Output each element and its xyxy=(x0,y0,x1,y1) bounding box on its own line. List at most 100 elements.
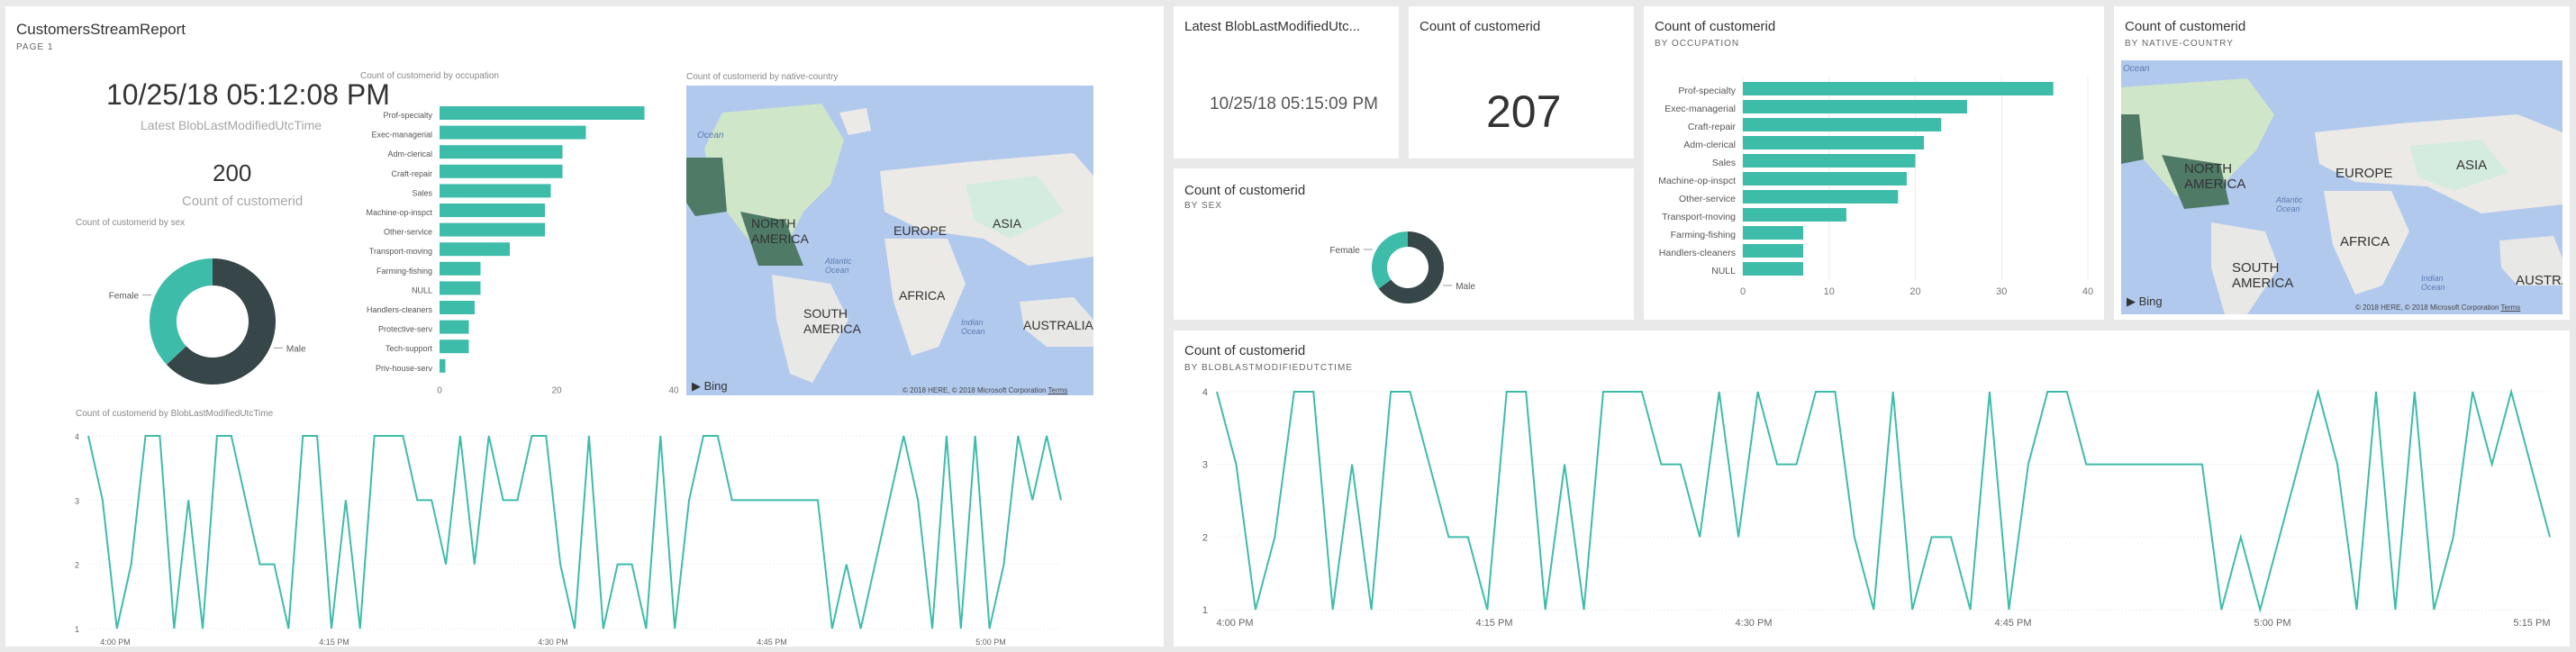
x-tick-label: 40 xyxy=(2082,286,2093,297)
bar xyxy=(440,184,551,198)
bar xyxy=(1743,226,1804,240)
tile-map-copyright: © 2018 HERE, © 2018 Microsoft Corporatio… xyxy=(2355,303,2520,312)
bar xyxy=(1743,154,1916,168)
bar xyxy=(440,261,481,276)
report-occupation-chart[interactable]: 0 20 40 Prof-specialty Exec-managerial Adm-cl… xyxy=(330,92,690,403)
country-tile-title: Count of customerid xyxy=(2125,19,2246,34)
country-tile[interactable]: Count of customerid BY NATIVE-COUNTRY Oc… xyxy=(2114,6,2570,320)
bar xyxy=(1743,172,1907,186)
tile-bing-icon: ▶ xyxy=(2127,294,2136,308)
tile-bing-label: Bing xyxy=(2138,294,2163,308)
timeline-tile-subtitle: BY BLOBLASTMODIFIEDUTCTIME xyxy=(1184,363,1353,373)
occupation-chart-title: Count of customerid by occupation xyxy=(360,71,499,81)
tile-map-land xyxy=(2121,78,2562,314)
timeline-tile-title: Count of customerid xyxy=(1184,343,1306,358)
occupation-tile[interactable]: Count of customerid BY OCCUPATION 0 10 20 3… xyxy=(1644,6,2104,320)
report-title: CustomersStreamReport xyxy=(16,21,186,38)
tile-map-north-america: NORTH AMERICA xyxy=(2184,161,2246,192)
category-label: Machine-op-inspct xyxy=(1658,176,1736,186)
x-tick-label: 4:15 PM xyxy=(319,638,349,646)
bar xyxy=(1743,100,1967,113)
category-label: Adm-clerical xyxy=(387,149,432,158)
map-australia: AUSTRALIA xyxy=(1023,318,1093,332)
category-label: NULL xyxy=(1711,266,1736,276)
x-tick-label: 4:00 PM xyxy=(100,638,131,646)
bar xyxy=(1743,208,1846,222)
bar xyxy=(440,145,563,159)
pie-slice xyxy=(166,258,276,385)
bar xyxy=(440,281,481,295)
bar xyxy=(440,301,475,314)
tile-sex-donut[interactable]: Male Female xyxy=(1309,222,1507,312)
category-label: Handlers-cleaners xyxy=(1659,248,1736,258)
x-tick-label: 40 xyxy=(668,385,679,395)
count-tile[interactable]: Count of customerid 207 xyxy=(1409,6,1634,158)
x-tick-label: 30 xyxy=(1996,286,2007,297)
latest-time-tile[interactable]: Latest BlobLastModifiedUtc... 10/25/18 0… xyxy=(1174,6,1399,158)
tile-map-asia: ASIA xyxy=(2456,158,2488,173)
x-tick-label: 20 xyxy=(1909,286,1920,297)
bar xyxy=(440,320,469,334)
bar xyxy=(440,164,563,178)
count-tile-value: 207 xyxy=(1486,86,1562,137)
bar xyxy=(1743,82,2054,95)
map-terms-link[interactable]: Terms xyxy=(1048,386,1068,394)
pie-slice xyxy=(1372,231,1409,289)
category-label: Machine-op-inspct xyxy=(366,208,432,217)
report-map[interactable]: Ocean NORTH AMERICA EUROPE ASIA AFRICA S… xyxy=(686,86,1093,395)
report-timeline-chart[interactable]: 1 2 3 4 4:00 PM 4:15 PM 4:30 PM 4:45 PM 5:00 PM xyxy=(68,421,1104,646)
category-label: Exec-managerial xyxy=(1664,104,1736,114)
tile-map-terms-link[interactable]: Terms xyxy=(2500,303,2521,312)
sex-tile[interactable]: Count of customerid BY SEX Male Female xyxy=(1174,168,1634,320)
tile-timeline-chart[interactable]: 1 2 3 4 4:00 PM 4:15 PM 4:30 PM 4:45 PM 5:00 PM 5… xyxy=(1183,376,2561,642)
sex-chart-title: Count of customerid by sex xyxy=(76,218,186,228)
bar xyxy=(1743,262,1804,276)
pie-slice xyxy=(150,258,213,365)
report-sex-donut[interactable]: Male Female xyxy=(95,242,330,395)
report-map-land xyxy=(686,104,1093,383)
category-label: Other-service xyxy=(384,228,432,237)
x-tick-label: 20 xyxy=(551,385,562,395)
timeline-tile[interactable]: Count of customerid BY BLOBLASTMODIFIEDU… xyxy=(1174,331,2570,647)
y-tick-label: 1 xyxy=(1202,605,1208,616)
y-tick-label: 3 xyxy=(75,496,79,505)
tile-occupation-chart[interactable]: 0 10 20 30 40 Prof-specialty Exec-managerial Cr… xyxy=(1644,69,2104,312)
x-tick-label: 4:30 PM xyxy=(1736,618,1773,629)
x-tick-label: 0 xyxy=(1740,286,1746,297)
map-north-america: NORTH AMERICA xyxy=(751,216,809,246)
sex-tile-title: Count of customerid xyxy=(1184,183,1306,198)
map-africa: AFRICA xyxy=(899,288,946,303)
bing-icon: ▶ xyxy=(692,379,701,393)
report-tile[interactable]: CustomersStreamReport PAGE 1 10/25/18 05… xyxy=(5,6,1164,647)
y-tick-label: 4 xyxy=(75,432,79,441)
x-tick-label: 0 xyxy=(437,385,442,395)
tile-map[interactable]: Ocean NORTH AMERICA EUROPE ASIA AFRICA S… xyxy=(2121,60,2562,314)
map-south-america: SOUTH AMERICA xyxy=(803,306,861,336)
tile-map-south-america: SOUTH AMERICA xyxy=(2232,260,2294,291)
x-tick-label: 10 xyxy=(1824,286,1835,297)
tile-bing-logo: ▶ Bing xyxy=(2127,294,2163,309)
country-tile-subtitle: BY NATIVE-COUNTRY xyxy=(2125,39,2234,49)
pie-slice xyxy=(1378,231,1444,303)
category-label: Exec-managerial xyxy=(371,131,432,140)
bar xyxy=(1743,190,1899,204)
x-tick-label: 5:15 PM xyxy=(2514,618,2551,629)
category-label: Tech-support xyxy=(385,344,433,353)
count-card-value: 200 xyxy=(213,159,252,186)
tile-map-africa: AFRICA xyxy=(2340,234,2390,249)
category-label: Priv-house-serv xyxy=(376,364,433,373)
y-tick-label: 1 xyxy=(75,625,79,634)
latest-time-card-value: 10/25/18 05:12:08 PM xyxy=(106,78,390,111)
x-tick-label: 5:00 PM xyxy=(975,638,1006,646)
x-tick-label: 4:15 PM xyxy=(1476,618,1513,629)
series-line xyxy=(1216,388,2551,613)
y-tick-label: 3 xyxy=(1202,460,1208,471)
map-atlantic: Atlantic Ocean xyxy=(825,257,852,275)
map-chart-title: Count of customerid by native-country xyxy=(686,72,839,82)
map-ocean-label: Ocean xyxy=(697,131,724,140)
category-label: Prof-specialty xyxy=(383,111,432,120)
map-asia: ASIA xyxy=(993,216,1021,231)
category-label: Craft-repair xyxy=(391,169,432,178)
tile-map-atlantic: Atlantic Ocean xyxy=(2276,195,2303,213)
slice-label: Female xyxy=(109,292,140,302)
